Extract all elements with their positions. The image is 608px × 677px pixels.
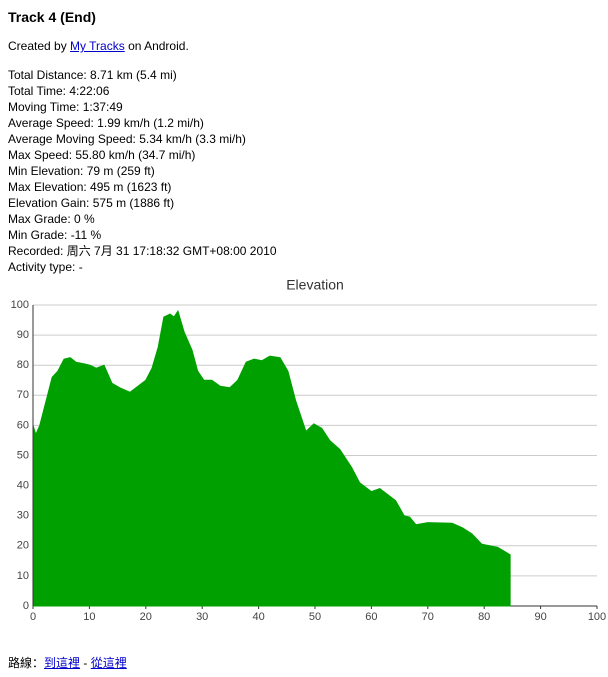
stat-line: Min Grade: -11 % — [8, 228, 102, 242]
stat-line: Max Grade: 0 % — [8, 212, 95, 226]
x-tick-label: 50 — [309, 611, 321, 623]
y-tick-label: 80 — [17, 359, 29, 371]
stat-line: Average Speed: 1.99 km/h (1.2 mi/h) — [8, 116, 204, 130]
stat-line: Average Moving Speed: 5.34 km/h (3.3 mi/… — [8, 132, 246, 146]
y-tick-label: 40 — [17, 480, 29, 492]
stat-line: Moving Time: 1:37:49 — [8, 100, 123, 114]
stat-line: Elevation Gain: 575 m (1886 ft) — [8, 196, 175, 210]
x-tick-label: 10 — [83, 611, 95, 623]
y-tick-label: 0 — [23, 600, 29, 612]
x-tick-label: 100 — [588, 611, 606, 623]
x-tick-label: 30 — [196, 611, 208, 623]
stats: Total Distance: 8.71 km (5.4 mi) Total Ti… — [8, 67, 277, 275]
y-tick-label: 20 — [17, 540, 29, 552]
y-tick-label: 90 — [17, 329, 29, 341]
stat-line: Recorded: 周六 7月 31 17:18:32 GMT+08:00 20… — [8, 244, 277, 258]
x-tick-label: 70 — [422, 611, 434, 623]
text: Created by — [8, 39, 67, 53]
text: - — [83, 656, 88, 670]
x-tick-label: 40 — [252, 611, 264, 623]
area — [32, 309, 511, 607]
stat-line: Total Time: 4:22:06 — [8, 84, 110, 98]
text: 路線： — [8, 656, 45, 670]
chart: Elevation 0 10 20 30 40 50 60 70 80 90 100 0 10 20 30 4… — [11, 277, 607, 623]
footer: 路線：到這裡 - 從這裡 — [8, 654, 127, 671]
stat-line: Max Speed: 55.80 km/h (34.7 mi/h) — [8, 148, 196, 162]
created-line: Created by My Tracks on Android. — [8, 39, 189, 53]
page-title: Track 4 (End) — [8, 9, 96, 25]
link[interactable]: My Tracks — [70, 39, 125, 53]
x-tick-label: 20 — [140, 611, 152, 623]
x-tick-label: 0 — [30, 611, 36, 623]
y-tick-label: 70 — [17, 389, 29, 401]
y-tick-label: 100 — [11, 299, 29, 311]
y-tick-label: 50 — [17, 449, 29, 461]
link[interactable]: 到這裡 — [44, 656, 81, 670]
chart-title: Elevation — [286, 277, 344, 293]
x-tick-label: 60 — [365, 611, 377, 623]
stat-line: Min Elevation: 79 m (259 ft) — [8, 164, 155, 178]
y-tick-label: 30 — [17, 510, 29, 522]
link[interactable]: 從這裡 — [90, 656, 127, 670]
y-tick-label: 10 — [17, 570, 29, 582]
stat-line: Activity type: - — [8, 260, 83, 274]
x-tick-label: 90 — [534, 611, 546, 623]
x-tick-label: 80 — [478, 611, 490, 623]
text: on Android. — [128, 39, 189, 53]
stat-line: Max Elevation: 495 m (1623 ft) — [8, 180, 172, 194]
y-tick-label: 60 — [17, 419, 29, 431]
stat-line: Total Distance: 8.71 km (5.4 mi) — [8, 68, 177, 82]
